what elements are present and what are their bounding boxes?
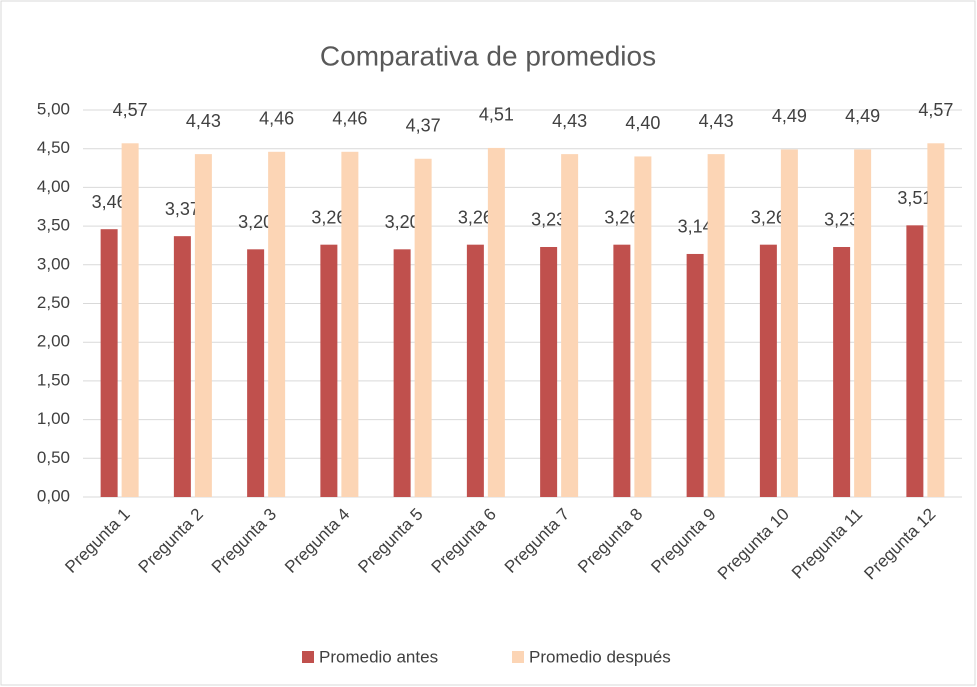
bar — [393, 249, 411, 497]
bar — [561, 154, 579, 498]
bar — [341, 151, 359, 497]
y-tick-label: 4,50 — [37, 138, 70, 157]
data-label: 4,49 — [845, 106, 880, 126]
bar — [247, 249, 265, 497]
y-tick-label: 2,50 — [37, 293, 70, 312]
bar — [100, 229, 118, 498]
legend-label: Promedio antes — [319, 647, 438, 666]
legend-swatch — [302, 651, 314, 663]
data-label: 3,26 — [311, 207, 346, 227]
bar — [121, 143, 139, 498]
bar — [780, 149, 798, 497]
data-label: 4,43 — [186, 111, 221, 131]
bar — [194, 154, 212, 498]
data-label: 3,20 — [238, 212, 273, 232]
bar — [906, 225, 924, 498]
bar — [634, 156, 652, 497]
bar — [466, 244, 484, 497]
bar — [173, 236, 191, 498]
y-tick-label: 0,00 — [37, 486, 70, 505]
data-label: 4,43 — [699, 111, 734, 131]
data-label: 3,26 — [458, 207, 493, 227]
bar — [927, 143, 945, 498]
y-tick-label: 3,00 — [37, 254, 70, 273]
data-label: 4,43 — [552, 111, 587, 131]
data-label: 3,51 — [897, 188, 932, 208]
y-tick-label: 5,00 — [37, 99, 70, 118]
data-label: 4,46 — [259, 109, 294, 129]
y-tick-label: 2,00 — [37, 332, 70, 351]
data-label: 4,40 — [625, 113, 660, 133]
bar — [833, 246, 851, 497]
data-label: 3,14 — [678, 217, 713, 237]
bar — [487, 147, 505, 497]
bar — [268, 151, 286, 497]
data-label: 3,20 — [385, 212, 420, 232]
y-tick-label: 1,00 — [37, 409, 70, 428]
data-label: 3,23 — [531, 210, 566, 230]
data-label: 4,57 — [918, 100, 953, 120]
y-tick-label: 4,00 — [37, 177, 70, 196]
bar — [414, 158, 432, 497]
data-label: 4,46 — [332, 109, 367, 129]
bar — [759, 244, 777, 497]
data-label: 4,51 — [479, 105, 514, 125]
data-label: 4,37 — [406, 116, 441, 136]
legend-swatch — [512, 651, 524, 663]
data-label: 3,46 — [92, 192, 127, 212]
y-tick-label: 0,50 — [37, 448, 70, 467]
legend-label: Promedio después — [529, 647, 671, 666]
y-tick-label: 1,50 — [37, 370, 70, 389]
y-tick-label: 3,50 — [37, 216, 70, 235]
bar — [613, 244, 631, 497]
data-label: 4,57 — [113, 100, 148, 120]
data-label: 4,49 — [772, 106, 807, 126]
bar — [854, 149, 872, 497]
bar — [686, 253, 704, 497]
bar — [707, 154, 725, 498]
data-label: 3,37 — [165, 199, 200, 219]
bar — [320, 244, 338, 497]
data-label: 3,26 — [751, 207, 786, 227]
bar — [540, 246, 558, 497]
chart-title: Comparativa de promedios — [320, 40, 656, 71]
data-label: 3,26 — [604, 207, 639, 227]
data-label: 3,23 — [824, 210, 859, 230]
